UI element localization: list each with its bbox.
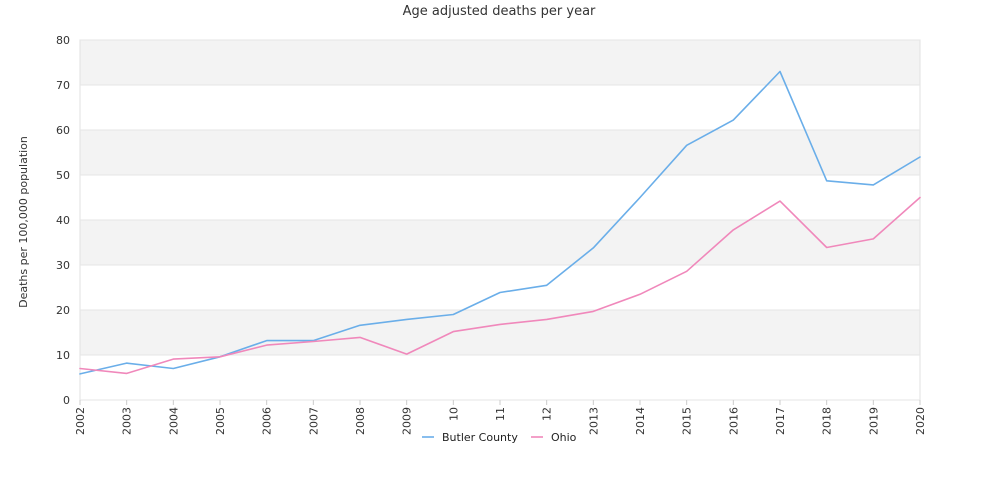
y-tick-label: 60 (56, 124, 70, 137)
grid-band (80, 220, 920, 265)
x-tick-label: 2006 (261, 407, 274, 435)
x-tick-label: 2009 (401, 407, 414, 435)
x-tick-label: 2002 (74, 407, 87, 435)
grid-bands (79, 39, 921, 401)
series-line[interactable] (79, 196, 921, 375)
x-tick-label: 2008 (354, 407, 367, 435)
grid-band (80, 85, 920, 130)
x-tick-label: 2017 (774, 407, 787, 435)
y-tick-label: 80 (56, 34, 70, 47)
x-tick-label: 2007 (307, 407, 320, 435)
x-tick-label: 2015 (681, 407, 694, 435)
y-axis-ticks: 0 10 20 30 40 50 60 70 80 (56, 34, 70, 407)
y-axis-title: Deaths per 100,000 population (17, 136, 30, 308)
x-tick-label: 2004 (167, 407, 180, 435)
legend-item[interactable]: Butler County (422, 431, 518, 444)
x-tick-label: 2005 (214, 407, 227, 435)
x-tick-label: 2020 (914, 407, 927, 435)
legend-item[interactable]: Ohio (531, 431, 577, 444)
series-lines (79, 70, 921, 375)
x-tick-label: 2013 (587, 407, 600, 435)
chart-legend[interactable]: Butler County Ohio (422, 431, 577, 444)
y-tick-label: 50 (56, 169, 70, 182)
x-tick-label: 2003 (121, 407, 134, 435)
y-tick-label: 20 (56, 304, 70, 317)
x-tick-label: 2019 (867, 407, 880, 435)
grid-band (80, 175, 920, 220)
x-tick-label: 11 (494, 407, 507, 421)
legend-label: Butler County (442, 431, 518, 444)
y-tick-label: 40 (56, 214, 70, 227)
grid-band (80, 40, 920, 85)
x-tick-label: 2014 (634, 407, 647, 435)
x-tick-label: 10 (447, 407, 460, 421)
legend-label: Ohio (551, 431, 577, 444)
grid-band (80, 310, 920, 355)
y-tick-label: 30 (56, 259, 70, 272)
x-tick-label: 2016 (727, 407, 740, 435)
grid-band (80, 355, 920, 400)
chart-title: Age adjusted deaths per year (403, 4, 596, 19)
x-tick-label: 12 (541, 407, 554, 421)
y-tick-label: 0 (63, 394, 70, 407)
y-tick-label: 10 (56, 349, 70, 362)
y-tick-label: 70 (56, 79, 70, 92)
x-tick-label: 2018 (821, 407, 834, 435)
grid-band (80, 265, 920, 310)
grid-band (80, 130, 920, 175)
x-axis-ticks: 2002 2003 2004 2005 2006 2007 2008 2009 10 11 12 20… (74, 400, 927, 435)
